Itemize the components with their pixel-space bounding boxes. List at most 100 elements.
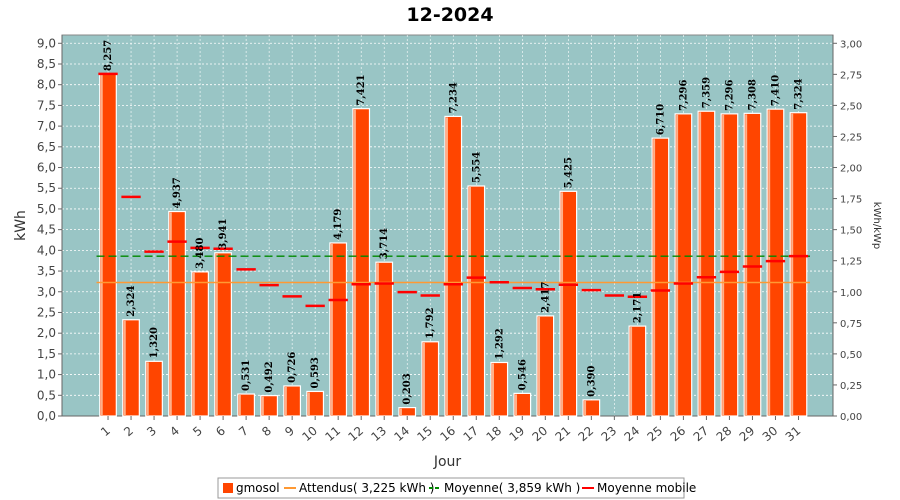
data-label: 7,421 [356,74,367,105]
x-tick-label: 14 [391,424,412,445]
x-tick-label: 27 [691,424,712,445]
bar-highlight [561,192,564,416]
bar-highlight [515,394,518,416]
y-tick-label: 2,5 [37,305,56,319]
legend-box [217,477,685,499]
bar-highlight [330,243,333,416]
y2-tick-label: 2,00 [840,164,862,175]
data-label: 1,320 [149,327,160,358]
x-tick-label: 11 [322,424,343,445]
data-label: 2,417 [540,282,551,313]
y2-tick-label: 0,25 [840,381,862,392]
y2-tick-label: 1,00 [840,288,862,299]
y2-tick-label: 2,25 [840,132,862,143]
x-tick-label: 28 [714,424,735,445]
x-tick-label: 23 [599,424,620,445]
y-tick-label: 3,0 [37,285,56,299]
bar-highlight [215,253,218,416]
bar-highlight [584,400,587,416]
data-label: 7,324 [793,78,804,109]
data-label: 0,531 [241,360,252,391]
x-tick-label: 26 [668,424,689,445]
data-label: 0,390 [586,365,597,396]
bar-highlight [722,114,725,416]
bar-highlight [376,263,379,416]
bar-highlight [123,320,126,416]
x-tick-label: 19 [507,424,528,445]
bar-highlight [791,113,794,417]
bar-highlight [261,396,264,416]
data-label: 7,296 [678,79,689,110]
y-tick-label: 4,0 [37,243,56,257]
bar-highlight [399,408,402,416]
bar-highlight [100,75,103,417]
data-label: 2,324 [126,285,137,316]
data-labels: 8,257 2,324 1,320 4,937 3,480 3,941 0,531 0,492… [103,40,804,405]
x-tick-label: 4 [167,424,182,440]
x-tick-label: 18 [484,424,505,445]
y-tick-label: 5,5 [37,181,56,195]
x-tick-label: 7 [236,424,251,440]
x-axis-title: Jour [433,454,462,470]
x-tick-label: 25 [645,424,666,445]
y2-tick-label: 0,50 [840,350,862,361]
bar-highlight [307,392,310,416]
bar-highlight [353,109,356,417]
legend-label: Moyenne mobile [597,481,696,495]
x-tick-label: 3 [144,424,159,440]
x-tick-label: 6 [213,424,228,440]
y2-tick-label: 3,00 [840,39,862,50]
y2-tick-label: 1,25 [840,257,862,268]
bar-highlight [422,342,425,416]
bar-highlight [745,114,748,416]
bars [99,73,808,417]
data-label: 2,171 [632,292,643,323]
bar-highlight [768,110,771,417]
bar-highlight [169,212,172,416]
y-tick-label: 1,5 [37,347,56,361]
x-tick-label: 8 [259,424,274,440]
bar-highlight [445,117,448,417]
x-tick-label: 2 [121,424,136,440]
legend-swatch-gmosol [223,483,233,493]
x-tick-label: 16 [437,424,458,445]
y-tick-label: 8,5 [37,57,56,71]
x-tick-label: 9 [282,424,297,440]
data-label: 5,425 [563,157,574,188]
bar-highlight [468,186,471,416]
x-tick-label: 30 [760,424,781,445]
data-label: 0,203 [402,373,413,404]
y-tick-label: 6,0 [37,161,56,175]
bar-highlight [491,363,494,416]
x-tick-label: 17 [460,424,481,445]
y-tick-label: 5,0 [37,202,56,216]
bar-highlight [192,272,195,416]
y-axis-title: kWh [13,210,29,241]
y2-tick-label: 0,00 [840,412,862,423]
data-label: 0,593 [310,357,321,388]
x-tick-label: 10 [299,424,320,445]
x-tick-label: 13 [368,424,389,445]
bar-highlight [653,139,656,417]
bar-highlight [146,362,149,416]
data-label: 4,179 [333,209,344,240]
bar-highlight [284,386,287,416]
x-tick-label: 31 [783,424,804,445]
y-tick-label: 2,0 [37,326,56,340]
y-tick-label: 0,5 [37,388,56,402]
x-tick-label: 29 [737,424,758,445]
y2-tick-label: 1,50 [840,226,862,237]
data-label: 0,726 [287,352,298,383]
legend: gmosol Attendus( 3,225 kWh ) Moyenne( 3,85… [217,477,696,499]
y-tick-label: 4,5 [37,223,56,237]
data-label: 0,492 [264,361,275,392]
x-tick-label: 21 [553,424,574,445]
data-label: 7,308 [747,79,758,110]
x-tick-label: 20 [530,424,551,445]
chart-title: 12-2024 [406,4,493,26]
x-tick-label: 1 [98,424,113,440]
bar-highlight [676,114,679,416]
y-tick-label: 1,0 [37,368,56,382]
